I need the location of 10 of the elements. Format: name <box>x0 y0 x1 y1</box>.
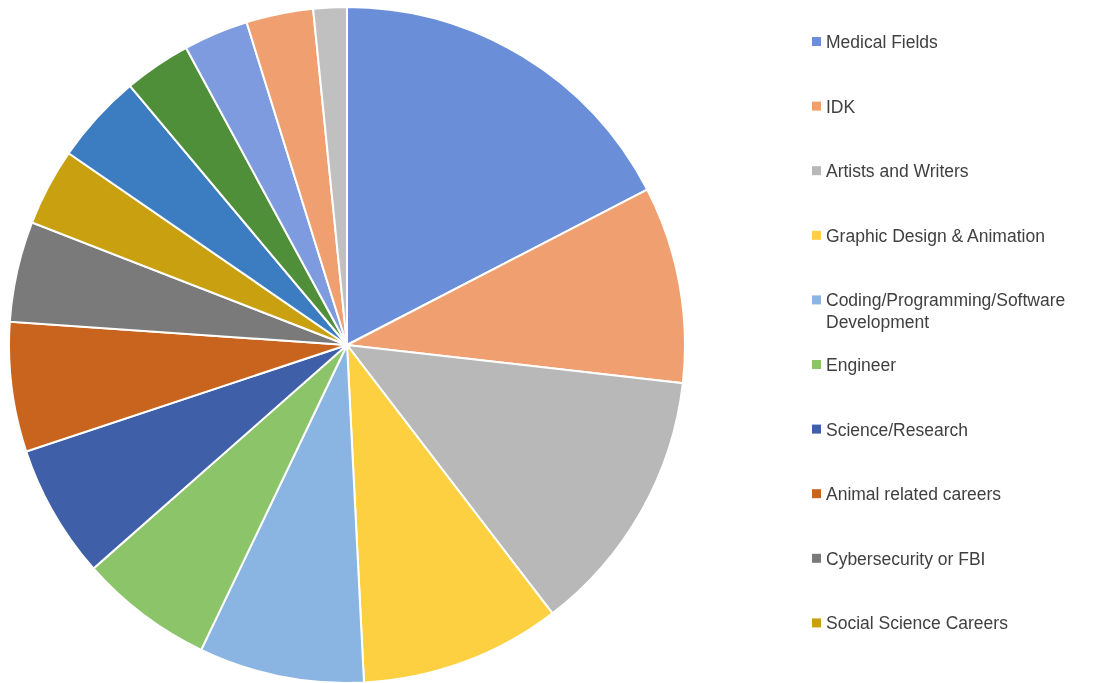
legend-label: Artists and Writers <box>826 161 969 182</box>
legend-label: IDK <box>826 96 856 117</box>
legend-label: Coding/Programming/Software Development <box>826 290 1066 333</box>
legend-label: Medical Fields <box>826 32 939 52</box>
legend-label: Engineer <box>826 355 897 375</box>
legend-label: Cybersecurity or FBI <box>826 548 986 569</box>
legend-label: Science/Research <box>826 419 969 440</box>
legend-label: Graphic Design & Animation <box>826 225 1045 246</box>
legend-label: Animal related careers <box>826 484 1002 505</box>
legend-label: Social Science Careers <box>826 613 1009 634</box>
